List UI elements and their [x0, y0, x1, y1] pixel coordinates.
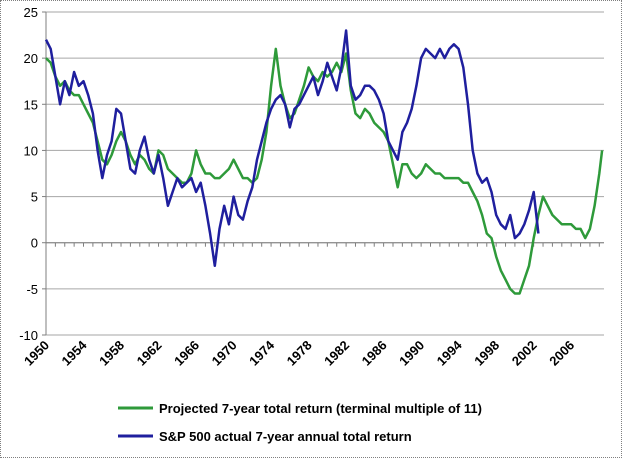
- x-tick-label: 1998: [471, 338, 502, 369]
- gridlines: [46, 11, 604, 336]
- y-tick-label: -5: [26, 282, 38, 297]
- x-tick-label: 1958: [96, 338, 127, 369]
- y-tick-label: 20: [24, 51, 38, 66]
- legend: Projected 7-year total return (terminal …: [118, 401, 482, 444]
- x-tick-label: 1994: [434, 337, 466, 369]
- y-tick-label: 25: [24, 5, 38, 20]
- x-tick-label: 1966: [171, 338, 202, 369]
- x-tick-label: 2002: [509, 338, 540, 369]
- x-tick-label: 1990: [396, 338, 427, 369]
- x-tick-label: 1962: [134, 338, 165, 369]
- y-tick-label: 10: [24, 143, 38, 158]
- x-tick-label: 1982: [321, 338, 352, 369]
- legend-label-actual: S&P 500 actual 7-year annual total retur…: [159, 429, 412, 444]
- x-axis: 1950 1954 1958 1962 1966 1970 1974 1978 1982 1986…: [21, 242, 604, 369]
- x-tick-label: 1974: [246, 337, 278, 369]
- y-tick-label: 5: [31, 190, 38, 205]
- x-tick-label: 1970: [209, 338, 240, 369]
- x-tick-label: 1986: [359, 338, 390, 369]
- y-axis-ticks: -10 -5 0 5 10 15 20 25: [19, 5, 47, 343]
- series-line-actual: [44, 29, 540, 268]
- x-tick-label: 1978: [284, 338, 315, 369]
- series-lines: [44, 29, 604, 295]
- x-tick-label: 1954: [59, 337, 91, 369]
- y-tick-label: 15: [24, 97, 38, 112]
- y-tick-label: 0: [31, 236, 38, 251]
- x-tick-label: 2006: [546, 338, 577, 369]
- y-tick-label: -10: [19, 328, 38, 343]
- legend-label-projected: Projected 7-year total return (terminal …: [159, 401, 482, 416]
- series-line-projected: [45, 47, 604, 295]
